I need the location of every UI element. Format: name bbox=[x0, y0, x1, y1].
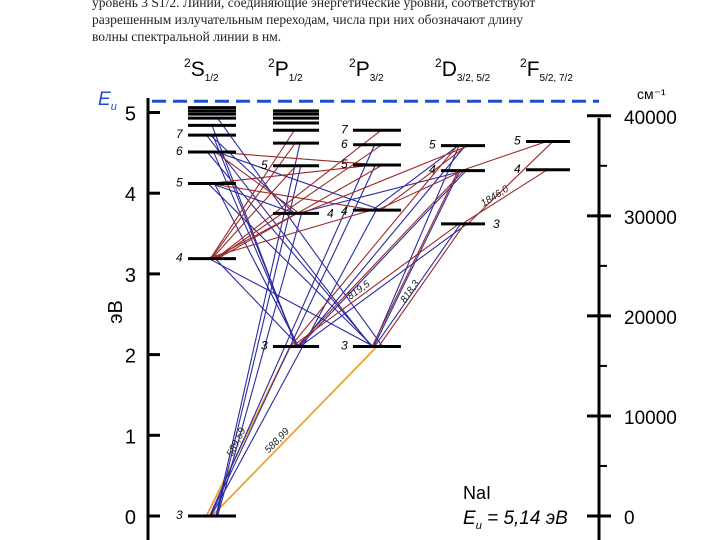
transition-S4-P3_3 bbox=[208, 258, 375, 348]
transition-S4-P3_4 bbox=[206, 209, 372, 260]
column-header-F: 2F5/2, 7/2 bbox=[520, 56, 573, 84]
transition-S6-P3_4 bbox=[216, 151, 382, 211]
transition-S3-P3_3 bbox=[211, 345, 378, 517]
figure-caption: уровень 3 S1/2. Линии, соединяющие энерг… bbox=[92, 0, 702, 45]
column-header-D: 2D3/2, 5/2 bbox=[435, 56, 491, 84]
left-tick-label: 4 bbox=[125, 184, 136, 206]
transition-S3-P3_4 bbox=[210, 209, 377, 517]
transition-S4-P3_7 bbox=[215, 129, 382, 260]
ionization-energy-formula: Eи = 5,14 эВ bbox=[463, 508, 568, 532]
right-tick-label: 30000 bbox=[624, 208, 677, 229]
transition-P1_3-D5 bbox=[289, 145, 458, 347]
energy-levels bbox=[188, 106, 570, 518]
transition-D4-P1_3 bbox=[298, 170, 467, 347]
left-axis-label: эВ bbox=[105, 300, 127, 324]
column-headers: 2S1/2 2P1/2 2P3/2 2D3/2, 5/2 2F5/2, 7/2 bbox=[184, 56, 573, 84]
transition-S5-P3_3 bbox=[207, 183, 374, 347]
right-axis-unit: см⁻¹ bbox=[637, 86, 666, 102]
transition-S4-P1_6 bbox=[210, 142, 296, 259]
transition-S4-P1_3 bbox=[214, 258, 300, 347]
transition-P3_4-D4 bbox=[376, 170, 464, 211]
level-label-S4: 4 bbox=[176, 251, 183, 265]
transition-D5-P1_3 bbox=[297, 145, 466, 347]
level-label-P3_7: 7 bbox=[341, 122, 349, 136]
element-name: NaI bbox=[463, 483, 491, 503]
transitions bbox=[205, 117, 554, 517]
level-label-D3: 3 bbox=[493, 217, 500, 231]
transition-S6-P1_4 bbox=[214, 151, 300, 214]
left-tick-label: 3 bbox=[125, 265, 136, 287]
transition-S5-P3_5 bbox=[208, 164, 374, 185]
transition-S4-P1_5 bbox=[211, 165, 297, 259]
transition-P3_4-D5 bbox=[380, 145, 468, 211]
caption-line-3: волны спектральной линии в нм. bbox=[92, 29, 282, 44]
transition-S4-P3_5 bbox=[217, 164, 383, 260]
right-tick-label: 20000 bbox=[624, 308, 677, 329]
transition-P3_3-D3 bbox=[378, 223, 466, 347]
transition-S7-P3_3 bbox=[205, 134, 372, 347]
right-tick-label: 40000 bbox=[624, 108, 677, 129]
transition-S9-P3_3 bbox=[217, 117, 384, 347]
transition-D3-P1_3 bbox=[299, 223, 468, 347]
level-label-P1_3: 3 bbox=[261, 339, 268, 353]
level-label-S3: 3 bbox=[176, 508, 183, 522]
transition-S6-P3_5 bbox=[214, 151, 380, 166]
transition-S3-P1_6 bbox=[215, 143, 301, 517]
transition-S4-P1_7 bbox=[209, 129, 295, 259]
transition-S5-P1_3 bbox=[213, 183, 299, 347]
column-header-S: 2S1/2 bbox=[184, 56, 219, 84]
transition-D4-P1_4 bbox=[297, 170, 465, 214]
transition-D4-P3_3 bbox=[373, 170, 461, 347]
transition-S5-P3_4 bbox=[209, 182, 375, 211]
transition-P1_4-D5 bbox=[301, 145, 469, 214]
level-label-D5: 5 bbox=[429, 138, 436, 152]
level-label-S5: 5 bbox=[176, 176, 183, 190]
transition-D3-F5 bbox=[467, 141, 554, 225]
level-label-S7: 7 bbox=[176, 127, 184, 141]
transition-D3-P3_3 bbox=[374, 223, 462, 347]
level-label-P3_4: 4 bbox=[341, 204, 348, 218]
axes: 0 1 2 3 4 5 эВ 0 10000 20000 30000 40000 см⁻¹ Eи bbox=[98, 86, 677, 540]
level-label-F5: 5 bbox=[514, 134, 521, 148]
left-tick-label: 2 bbox=[125, 346, 136, 368]
left-tick-label: 0 bbox=[125, 507, 136, 529]
transition-D5-P3_4 bbox=[371, 145, 459, 211]
left-tick-label: 5 bbox=[125, 104, 136, 126]
transition-S3-P1_5 bbox=[216, 165, 302, 517]
level-label-D4: 4 bbox=[429, 163, 436, 177]
column-header-P1: 2P1/2 bbox=[268, 56, 303, 84]
right-tick-label: 0 bbox=[624, 508, 635, 529]
transition-P1_3-D4 bbox=[296, 170, 465, 347]
level-label-P3_5: 5 bbox=[341, 157, 348, 171]
ionization-label: Eи bbox=[98, 89, 117, 113]
left-tick-label: 1 bbox=[125, 426, 136, 448]
level-label-P1_5: 5 bbox=[261, 158, 268, 172]
transition-P1_3-D3 bbox=[291, 223, 460, 347]
transition-label: 588,99 bbox=[263, 426, 293, 456]
level-label-P3_6: 6 bbox=[341, 137, 348, 151]
transition-D4-F5 bbox=[461, 141, 547, 172]
transition-P3_3-D4 bbox=[371, 170, 459, 347]
transition-label: 818,3 bbox=[399, 278, 423, 305]
caption-line-1: уровень 3 S1/2. Линии, соединяющие энерг… bbox=[92, 0, 536, 10]
column-header-P3: 2P3/2 bbox=[349, 56, 384, 84]
caption-line-2: разрешенным излучательным переходам, чис… bbox=[92, 12, 524, 27]
right-tick-label: 10000 bbox=[624, 408, 677, 429]
level-label-P3_3: 3 bbox=[341, 339, 348, 353]
level-label-S6: 6 bbox=[176, 144, 183, 158]
transition-S3-P3_6 bbox=[209, 144, 376, 517]
level-label-F4: 4 bbox=[514, 162, 521, 176]
level-label-P1_4: 4 bbox=[327, 206, 334, 220]
